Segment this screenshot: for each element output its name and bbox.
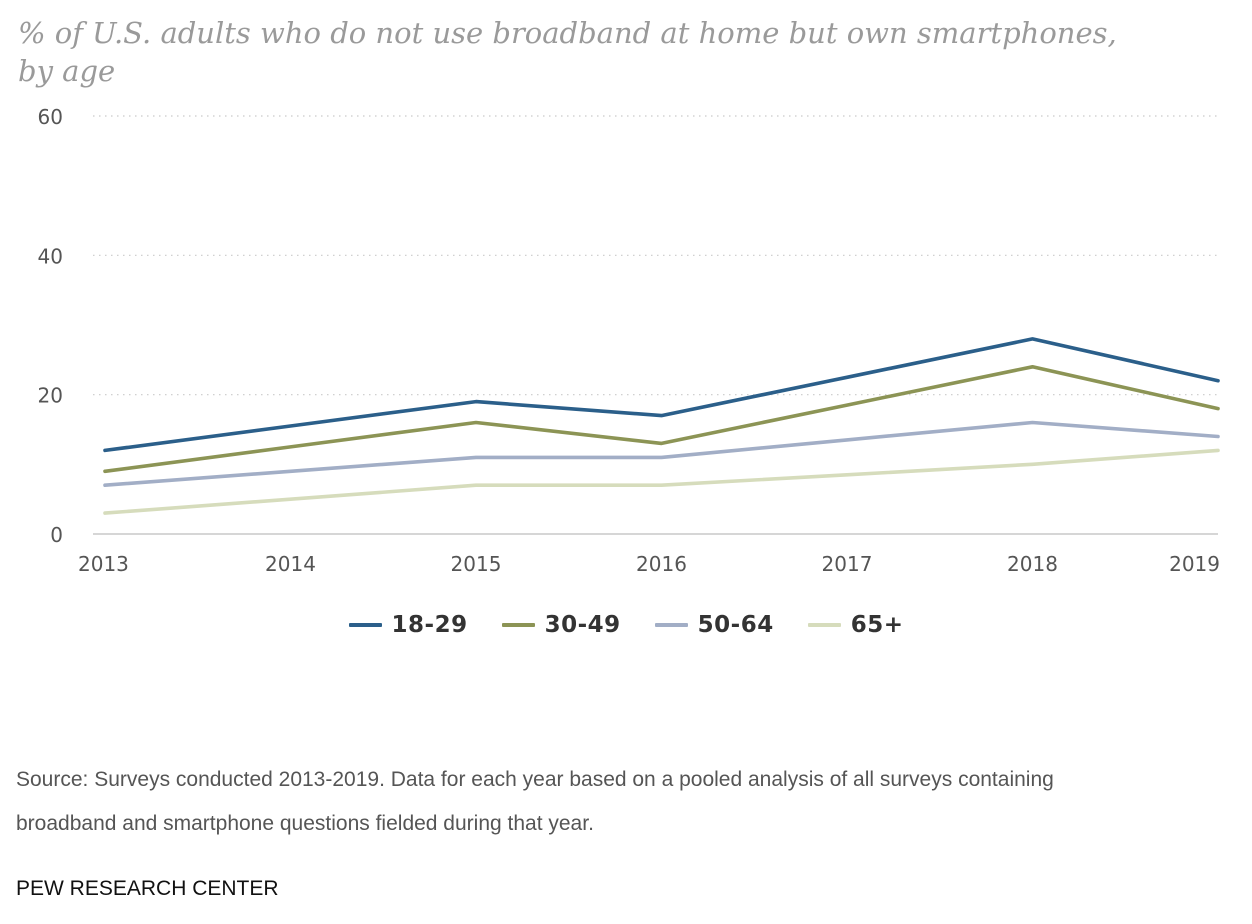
chart-title: % of U.S. adults who do not use broadban… (18, 14, 1218, 90)
x-tick-label: 2015 (451, 552, 502, 576)
series-line-50-64 (103, 420, 1220, 488)
legend-swatch (501, 623, 535, 627)
legend-label: 65+ (850, 612, 904, 638)
y-tick-label: 0 (50, 523, 63, 547)
legend-swatch (348, 623, 382, 627)
chart-title-line-2: by age (18, 54, 116, 88)
x-tick-label: 2017 (822, 552, 873, 576)
source-note-line-1: Source: Surveys conducted 2013-2019. Dat… (16, 768, 1054, 791)
chart-legend: 18-29 30-49 50-64 65+ (0, 612, 1252, 638)
y-tick-label: 40 (38, 244, 63, 268)
legend-label: 30-49 (544, 612, 621, 638)
x-tick-label: 2019 (1169, 552, 1220, 576)
legend-item-30-49: 30-49 (501, 612, 621, 638)
legend-swatch (807, 623, 841, 627)
legend-item-18-29: 18-29 (348, 612, 468, 638)
legend-item-50-64: 50-64 (654, 612, 774, 638)
legend-label: 50-64 (697, 612, 774, 638)
y-tick-label: 60 (38, 105, 63, 129)
x-tick-label: 2013 (78, 552, 129, 576)
legend-item-65+: 65+ (807, 612, 904, 638)
x-tick-label: 2018 (1007, 552, 1058, 576)
y-tick-label: 20 (38, 384, 63, 408)
chart-title-line-1: % of U.S. adults who do not use broadban… (18, 16, 1117, 50)
brand-footer: PEW RESEARCH CENTER (16, 877, 279, 900)
x-tick-label: 2014 (265, 552, 316, 576)
source-note: Source: Surveys conducted 2013-2019. Dat… (16, 758, 1216, 846)
legend-label: 18-29 (391, 612, 468, 638)
source-note-line-2: broadband and smartphone questions field… (16, 812, 594, 835)
x-tick-label: 2016 (636, 552, 687, 576)
series-line-65+ (103, 448, 1220, 515)
series-line-18-29 (103, 337, 1220, 453)
legend-swatch (654, 623, 688, 627)
line-chart: 0 20 40 60 2013 2014 2015 2016 2017 2018 2019 (38, 105, 1220, 576)
series-line-30-49 (103, 364, 1220, 474)
